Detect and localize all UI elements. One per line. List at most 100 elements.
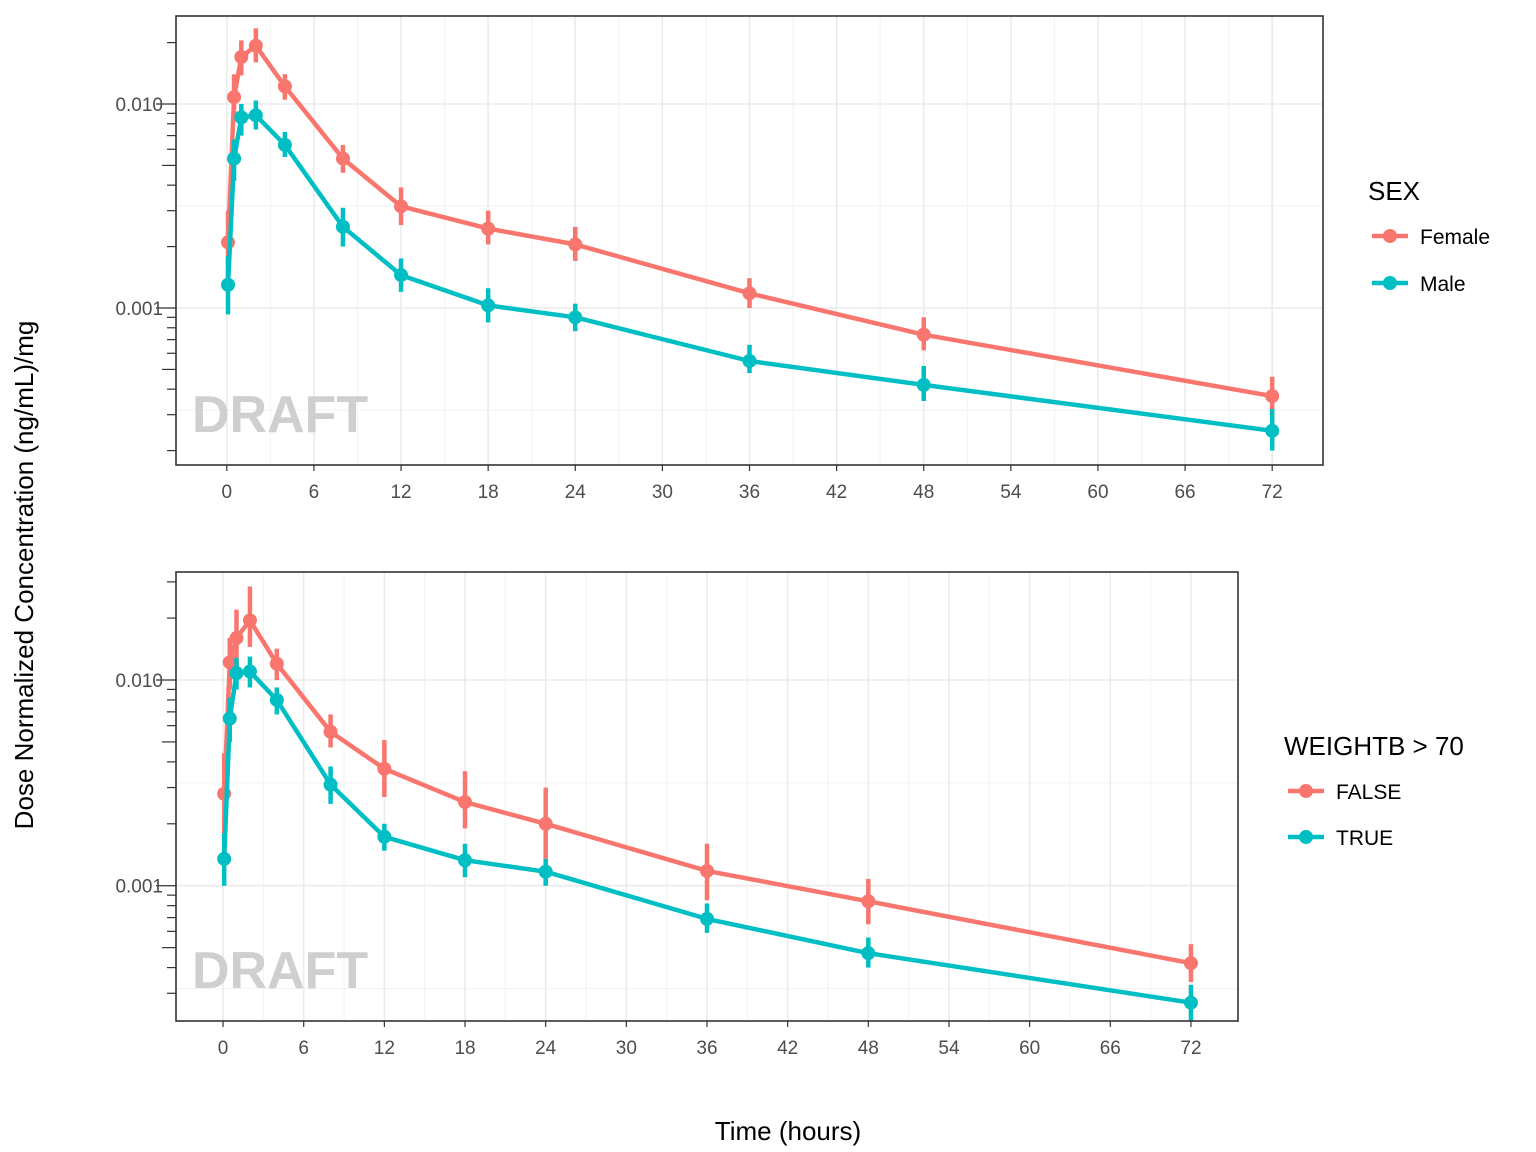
data-point	[377, 829, 392, 844]
data-point	[394, 268, 409, 283]
y-tick-label: 0.001	[115, 877, 163, 898]
x-tick-label: 54	[938, 1038, 960, 1059]
data-point	[234, 110, 249, 125]
legend-label: Female	[1420, 226, 1490, 249]
data-point	[269, 656, 284, 671]
x-tick-label: 18	[454, 1038, 475, 1059]
x-tick-label: 6	[298, 1038, 309, 1059]
legend-title: WEIGHTB > 70	[1284, 731, 1464, 761]
x-tick-label: 30	[652, 482, 673, 503]
x-tick-label: 24	[535, 1038, 557, 1059]
data-point	[335, 151, 350, 166]
x-tick-label: 18	[478, 482, 499, 503]
x-tick-label: 12	[374, 1038, 395, 1059]
data-point	[234, 49, 249, 64]
x-tick-label: 72	[1180, 1038, 1201, 1059]
y-tick-label: 0.001	[115, 299, 163, 320]
x-tick-label: 54	[1000, 482, 1022, 503]
data-point	[861, 894, 876, 909]
x-tick-label: 6	[309, 482, 320, 503]
x-tick-label: 0	[218, 1038, 229, 1059]
draft-watermark: DRAFT	[192, 942, 368, 1000]
x-tick-label: 24	[565, 482, 587, 503]
data-point	[916, 377, 931, 392]
data-point	[227, 90, 242, 105]
data-point	[742, 286, 757, 301]
data-point	[323, 724, 338, 739]
data-point	[229, 631, 244, 646]
data-point	[861, 946, 876, 961]
data-point	[248, 38, 263, 53]
data-point	[227, 151, 242, 166]
legend-key-point	[1299, 784, 1313, 798]
data-point	[1265, 423, 1280, 438]
data-point	[481, 298, 496, 313]
x-tick-label: 0	[222, 482, 233, 503]
data-point	[222, 655, 237, 670]
series-line	[225, 113, 1273, 434]
data-point	[458, 795, 473, 810]
legend-key-point	[1383, 229, 1397, 243]
data-point	[394, 199, 409, 214]
data-point	[377, 761, 392, 776]
legend-label: TRUE	[1336, 827, 1393, 850]
y-tick-label: 0.010	[115, 671, 163, 692]
panel-border	[175, 571, 1239, 1022]
data-point	[742, 353, 757, 368]
panel-2: 0.001 0.010 0 6 12 18 24 30 36 42 48 54 60 66 72 DRAFT W…	[115, 571, 1464, 1059]
x-axis-title: Time (hours)	[715, 1116, 861, 1146]
data-point	[277, 137, 292, 152]
panel-1: 0.001 0.010 0 6 12 18 24 30 36 42 48 54 60 66 72 DRAFT S…	[115, 15, 1490, 503]
data-point	[538, 816, 553, 831]
data-point	[1183, 956, 1198, 971]
grid	[176, 572, 1238, 1021]
data-point	[538, 864, 553, 879]
x-tick-label: 42	[777, 1038, 798, 1059]
data-point	[1183, 995, 1198, 1010]
draft-watermark: DRAFT	[192, 386, 368, 444]
x-tick-label: 60	[1087, 482, 1108, 503]
x-tick-label: 48	[858, 1038, 879, 1059]
legend-key-point	[1299, 830, 1313, 844]
series-false	[217, 586, 1198, 983]
data-point	[242, 664, 257, 679]
x-tick-label: 66	[1100, 1038, 1121, 1059]
series-line	[221, 669, 1192, 1005]
y-axis-title: Dose Normalized Concentration (ng/mL)/mg	[9, 321, 39, 830]
y-log-ticks	[156, 581, 176, 994]
panel-border	[175, 15, 1324, 466]
x-tick-label: 42	[826, 482, 847, 503]
data-point	[222, 711, 237, 726]
x-tick-label: 36	[696, 1038, 717, 1059]
data-point	[568, 237, 583, 252]
x-tick-label: 48	[913, 482, 934, 503]
data-point	[481, 221, 496, 236]
data-point	[269, 692, 284, 707]
x-tick-label: 66	[1174, 482, 1195, 503]
series-female	[221, 28, 1280, 415]
x-tick-label: 30	[616, 1038, 637, 1059]
data-point	[221, 277, 236, 292]
legend-2: WEIGHTB > 70 FALSE TRUE	[1284, 731, 1464, 850]
legend-label: Male	[1420, 273, 1466, 296]
x-tick-label: 12	[390, 482, 411, 503]
data-point	[335, 219, 350, 234]
legend-label: FALSE	[1336, 781, 1401, 804]
data-point	[1265, 389, 1280, 404]
data-point	[458, 853, 473, 868]
y-log-ticks	[156, 41, 176, 452]
data-point	[568, 310, 583, 325]
legend-key-point	[1383, 276, 1397, 290]
x-tick-label: 60	[1019, 1038, 1040, 1059]
x-tick-label: 72	[1262, 482, 1283, 503]
legend-title: SEX	[1368, 176, 1420, 206]
data-point	[242, 613, 257, 628]
x-tick-label: 36	[739, 482, 760, 503]
data-point	[248, 108, 263, 123]
data-point	[277, 79, 292, 94]
data-point	[700, 863, 714, 878]
data-point	[323, 777, 338, 792]
data-point	[916, 327, 931, 342]
